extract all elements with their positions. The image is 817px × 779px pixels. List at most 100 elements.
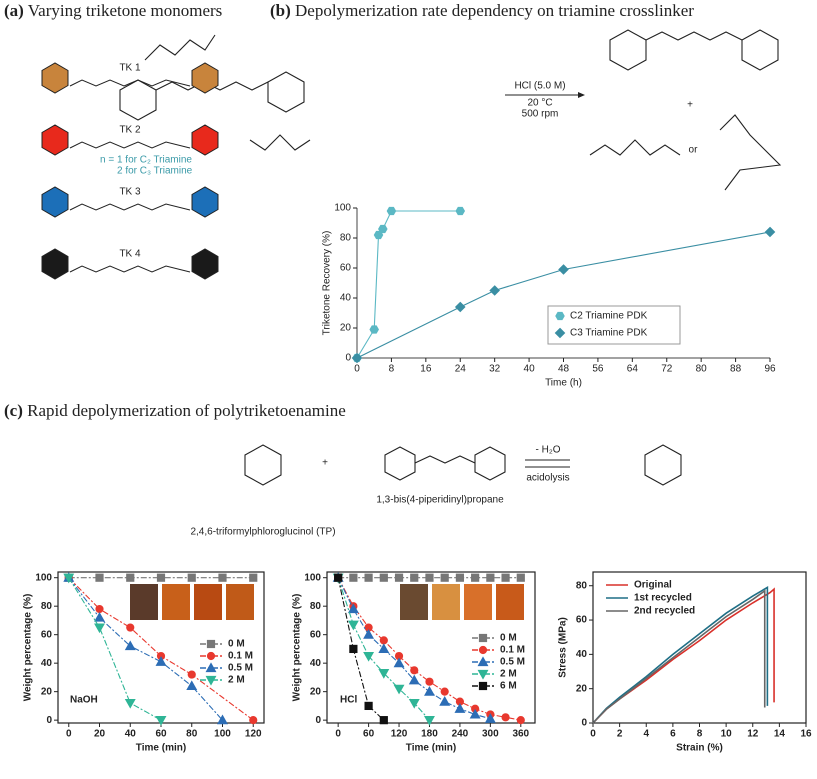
y-tick-label: 40 (576, 649, 588, 660)
legend-marker (477, 656, 489, 667)
ring (191, 124, 219, 156)
marker (454, 703, 466, 713)
marker (379, 716, 388, 725)
marker (764, 226, 776, 238)
y-tick-label: 20 (310, 686, 322, 697)
legend-label: 0 M (500, 633, 517, 644)
marker (393, 684, 405, 695)
legend-label: 6 M (500, 681, 517, 692)
x-tick-label: 4 (643, 729, 649, 740)
marker (187, 573, 196, 582)
x-tick-label: 180 (421, 729, 438, 740)
reaction-scheme-b (119, 29, 782, 191)
x-axis-label: Strain (%) (676, 743, 723, 754)
legend-marker (554, 327, 566, 339)
ring (41, 248, 69, 280)
y-tick-label: 100 (304, 572, 321, 583)
x-tick-label: 120 (245, 729, 262, 740)
panel-label: (b) (270, 1, 291, 20)
ring (644, 444, 682, 486)
series-line (356, 210, 461, 359)
x-tick-label: 96 (764, 364, 776, 375)
x-tick-label: 72 (661, 364, 673, 375)
legend-marker (478, 681, 488, 691)
y-tick-label: 0 (46, 715, 52, 726)
x-tick-label: 20 (94, 729, 106, 740)
marker (218, 573, 227, 582)
ring (244, 444, 282, 486)
marker (425, 573, 434, 582)
monomer-label: TK 4 (119, 249, 141, 260)
marker (501, 713, 510, 722)
marker (469, 708, 481, 719)
x-tick-label: 8 (697, 729, 703, 740)
plus: + (322, 458, 328, 469)
marker (126, 623, 135, 632)
condition: 20 °C (527, 98, 552, 109)
x-tick-label: 48 (558, 364, 570, 375)
x-tick-label: 120 (391, 729, 408, 740)
marker (124, 640, 136, 651)
chain (414, 455, 476, 464)
marker (155, 716, 167, 726)
series-line (337, 577, 385, 721)
marker (558, 264, 569, 275)
legend-label: 1st recycled (634, 593, 692, 604)
photo (432, 584, 460, 620)
marker (455, 573, 465, 582)
y-tick-label: 60 (41, 629, 53, 640)
marker (424, 716, 435, 726)
x-tick-label: 64 (627, 364, 639, 375)
x-axis-label: Time (min) (136, 743, 186, 754)
marker (369, 325, 379, 334)
y-tick-label: 80 (340, 233, 352, 244)
y-tick-label: 80 (310, 601, 322, 612)
panel-title: Rapid depolymerization of polytriketoena… (27, 401, 346, 420)
photo (226, 584, 254, 620)
series-line (68, 577, 162, 721)
ring (119, 79, 157, 121)
y-tick-label: 0 (581, 718, 587, 729)
marker (217, 714, 228, 725)
panel-title: Varying triketone monomers (28, 1, 223, 20)
y-tick-label: 60 (310, 629, 322, 640)
y-tick-label: 60 (576, 615, 588, 626)
marker (378, 669, 390, 679)
photo (496, 584, 524, 620)
marker (155, 656, 167, 666)
legend-marker (206, 651, 216, 661)
legend-label: 0.1 M (500, 645, 525, 656)
legend-label: 0.5 M (500, 657, 525, 668)
x-tick-label: 40 (125, 729, 137, 740)
marker (94, 623, 105, 634)
x-tick-label: 8 (389, 364, 395, 375)
marker (95, 573, 104, 582)
chain (69, 141, 191, 149)
marker (186, 680, 198, 691)
legend-label: Original (634, 580, 672, 591)
y-tick-label: 100 (35, 572, 52, 583)
panel-label: (a) (4, 1, 24, 20)
x-tick-label: 2 (617, 729, 623, 740)
photo (130, 584, 158, 620)
ring (41, 186, 69, 218)
legend-label: C3 Triamine PDK (570, 328, 648, 339)
marker (379, 636, 388, 645)
legend-marker (477, 669, 489, 680)
marker (349, 573, 358, 582)
marker (364, 573, 373, 582)
x-axis-label: Time (h) (545, 378, 582, 389)
panel-label: (c) (4, 401, 23, 420)
legend-label: 0.5 M (228, 663, 253, 674)
x-tick-label: 0 (354, 364, 360, 375)
y-tick-label: 20 (41, 686, 53, 697)
x-tick-label: 80 (696, 364, 708, 375)
monomer-label: TK 2 (119, 125, 141, 136)
y-tick-label: 0 (345, 353, 351, 364)
note: 2 for C₃ Triamine (117, 166, 193, 177)
compound-name: 2,4,6-triformylphloroglucinol (TP) (190, 527, 335, 538)
chain (69, 79, 191, 87)
x-tick-label: 14 (774, 729, 786, 740)
note: n = 1 for C₂ Triamine (100, 155, 192, 166)
